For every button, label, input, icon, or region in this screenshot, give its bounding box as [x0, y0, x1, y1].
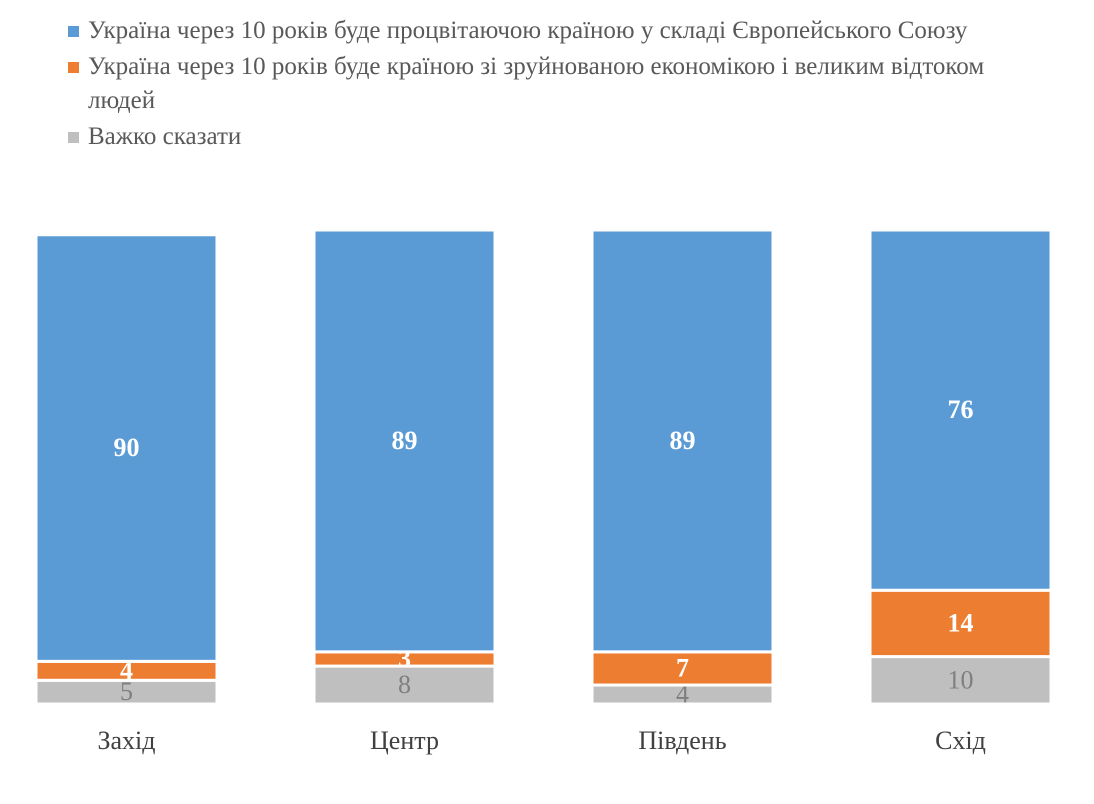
data-label: 8: [398, 670, 411, 699]
bar-segment: [868, 588, 1053, 659]
bar-segment: [34, 233, 219, 663]
data-label: 7: [676, 653, 689, 682]
data-label: 90: [114, 433, 140, 462]
x-tick-label: Південь: [638, 726, 726, 755]
x-tick-label: Захід: [97, 726, 155, 755]
x-tick-label: Центр: [370, 726, 439, 755]
data-label: 89: [670, 426, 696, 455]
legend-swatch: [68, 26, 79, 37]
data-label: 4: [120, 656, 133, 685]
data-label: 10: [948, 665, 974, 694]
data-label: 5: [120, 677, 133, 706]
data-label: 14: [948, 608, 974, 637]
legend-item: Україна через 10 років буде процвітаючою…: [68, 14, 1043, 48]
data-label: 4: [676, 679, 689, 708]
data-label: 89: [392, 426, 418, 455]
bar-segment: [590, 228, 775, 654]
legend-item: Важко сказати: [68, 120, 1043, 154]
bar-segment: [868, 655, 1053, 706]
data-label: 76: [948, 395, 974, 424]
legend-swatch: [68, 132, 79, 143]
bar-segment: [590, 650, 775, 687]
legend-swatch: [68, 62, 79, 73]
legend-label: Важко сказати: [88, 123, 242, 150]
bar-segment: [312, 228, 497, 654]
legend-label: Україна через 10 років буде процвітаючою…: [88, 17, 968, 44]
legend-item: Україна через 10 років буде країною зі з…: [68, 50, 1043, 118]
bar-segment: [868, 228, 1053, 592]
legend-label: Україна через 10 років буде країною зі з…: [88, 53, 985, 114]
legend: Україна через 10 років буде процвітаючою…: [68, 14, 1043, 156]
x-tick-label: Схід: [935, 726, 986, 755]
